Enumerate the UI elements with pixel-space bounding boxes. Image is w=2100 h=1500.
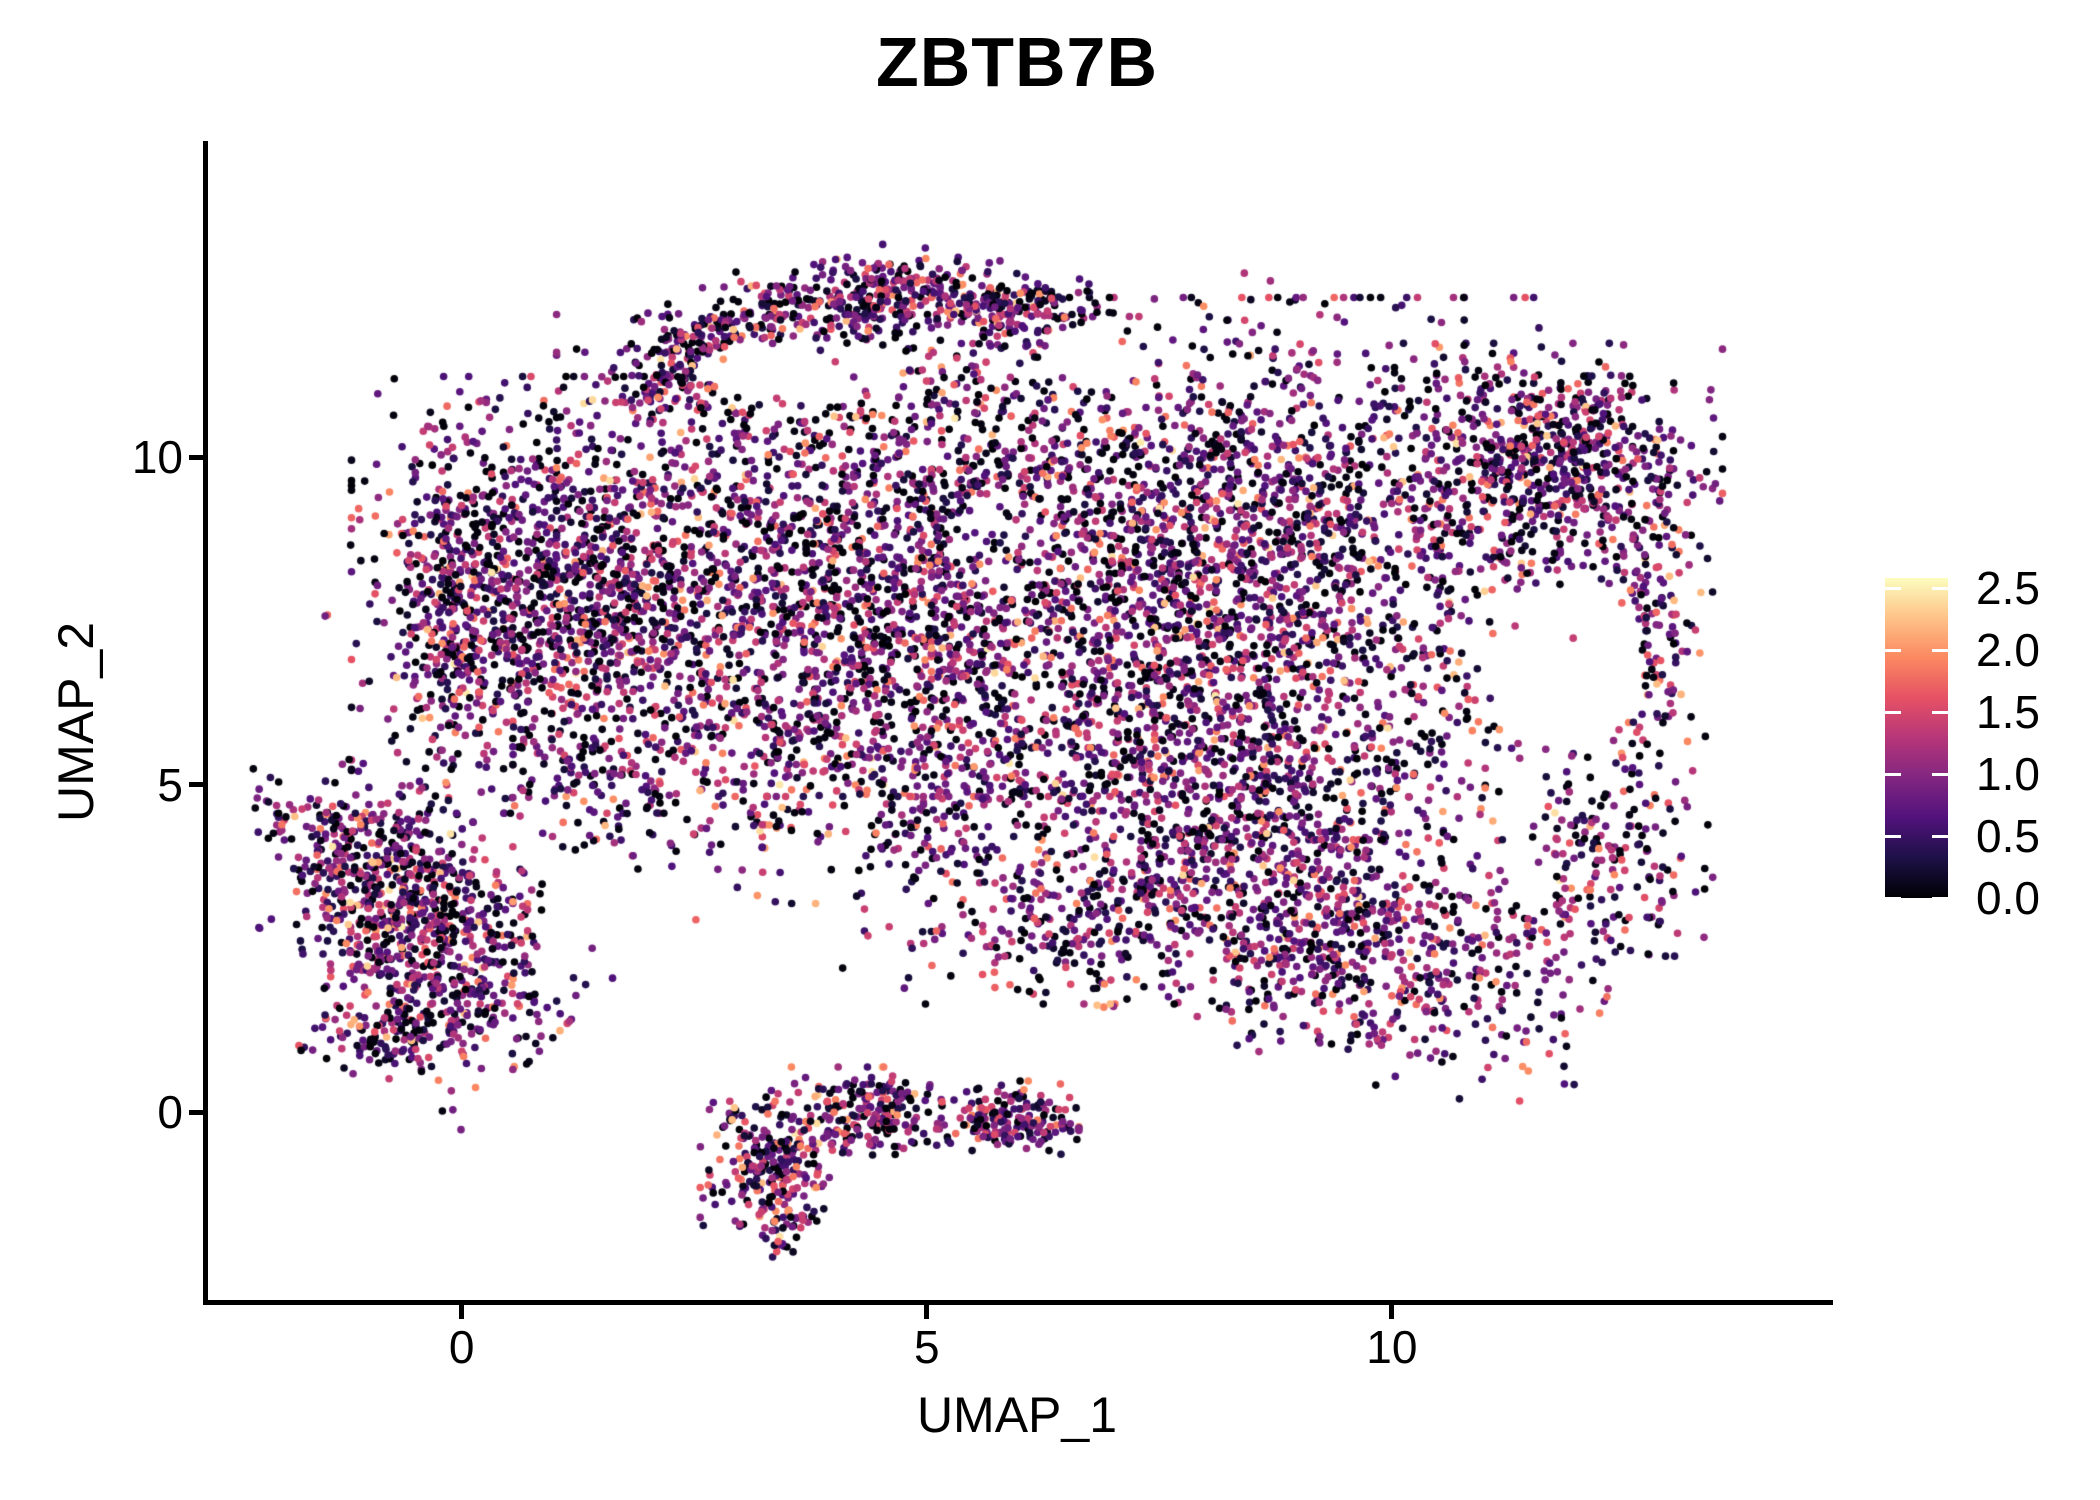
y-tick-label: 0 — [157, 1086, 183, 1139]
colorbar-tick-label: 2.5 — [1976, 562, 2040, 614]
colorbar-tick-label: 1.0 — [1976, 748, 2040, 800]
x-tick-label: 5 — [913, 1321, 940, 1373]
colorbar-tick-mark — [1885, 710, 1901, 714]
colorbar-tick-label: 2.0 — [1976, 624, 2040, 676]
x-tick-mark — [1389, 1305, 1395, 1319]
x-tick-mark — [924, 1305, 930, 1319]
y-axis-label: UMAP_2 — [48, 621, 104, 823]
colorbar-tick-mark — [1885, 772, 1901, 776]
colorbar-tick-mark — [1932, 648, 1948, 652]
colorbar-tick-mark — [1932, 772, 1948, 776]
colorbar-tick-label: 1.5 — [1976, 686, 2040, 738]
colorbar-tick-mark — [1885, 586, 1901, 590]
colorbar-tick-mark — [1885, 896, 1901, 900]
colorbar-tick-mark — [1932, 710, 1948, 714]
colorbar-tick-label: 0.0 — [1976, 872, 2040, 924]
colorbar-tick-mark — [1885, 648, 1901, 652]
y-tick-mark — [189, 782, 203, 788]
colorbar-tick-mark — [1885, 834, 1901, 838]
y-tick-mark — [189, 1109, 203, 1115]
x-axis-label: UMAP_1 — [916, 1387, 1118, 1443]
plot-title: ZBTB7B — [875, 23, 1159, 101]
x-axis-line — [203, 1300, 1833, 1305]
y-tick-label: 5 — [157, 758, 183, 811]
colorbar-tick-mark — [1932, 834, 1948, 838]
x-tick-label: 0 — [448, 1321, 475, 1373]
y-tick-mark — [189, 454, 203, 460]
colorbar-tick-mark — [1932, 586, 1948, 590]
colorbar-tick-label: 0.5 — [1976, 810, 2040, 862]
y-axis-line — [203, 141, 208, 1305]
x-tick-mark — [459, 1305, 465, 1319]
colorbar-tick-mark — [1932, 896, 1948, 900]
colorbar — [1885, 578, 1948, 898]
y-tick-label: 10 — [131, 431, 183, 484]
x-tick-label: 10 — [1366, 1321, 1418, 1373]
